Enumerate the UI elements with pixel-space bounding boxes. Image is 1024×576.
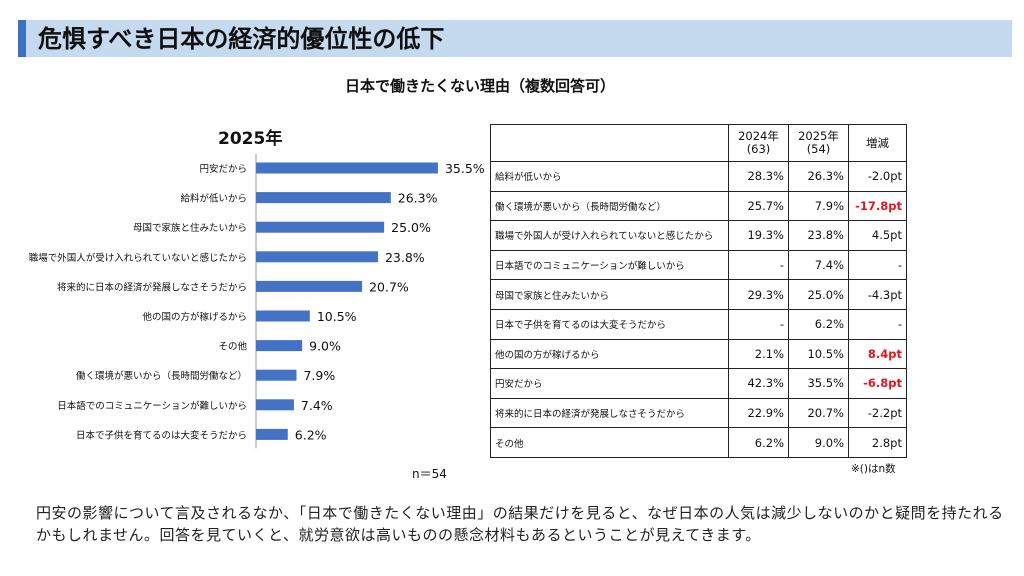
cell-diff: - bbox=[848, 249, 907, 281]
data-label: 35.5% bbox=[445, 161, 485, 176]
cell-diff: 8.4pt bbox=[848, 338, 907, 370]
cell-reason: 日本で子供を育てるのは大変そうだから bbox=[490, 308, 729, 340]
cell-reason: 給料が低いから bbox=[490, 161, 729, 192]
header-2025-label: 2025年 (54) bbox=[798, 129, 839, 156]
cell-diff: 2.8pt bbox=[848, 427, 907, 458]
data-label: 6.2% bbox=[295, 427, 327, 442]
table-header-row: 2024年 (63) 2025年 (54) 増減 bbox=[490, 124, 907, 162]
cell-reason: 母国で家族と住みたいから bbox=[490, 279, 729, 310]
table-row: 母国で家族と住みたいから 29.3% 25.0% -4.3pt bbox=[490, 279, 907, 310]
bar bbox=[256, 192, 391, 204]
cell-reason: 将来的に日本の経済が発展しなさそうだから bbox=[490, 397, 729, 429]
cell-2025: 26.3% bbox=[788, 161, 849, 192]
cell-2025: 20.7% bbox=[788, 397, 849, 429]
header-2024: 2024年 (63) bbox=[728, 124, 789, 162]
category-label: 働く環境が悪いから（長時間労働など） bbox=[76, 370, 247, 382]
bar-chart: 円安だから 35.5% 給料が低いから 26.3% 母国で家族と住みたいから 25.0% 職… bbox=[29, 154, 485, 449]
table-note: ※()はn数 bbox=[851, 463, 896, 475]
cell-2025: 6.2% bbox=[788, 308, 849, 340]
header-accent-bar bbox=[18, 20, 26, 57]
data-label: 7.4% bbox=[301, 398, 333, 413]
category-label: その他 bbox=[218, 341, 247, 353]
cell-diff: 4.5pt bbox=[848, 220, 907, 251]
category-label: 円安だから bbox=[199, 163, 247, 175]
bar bbox=[256, 399, 294, 411]
table-row: 将来的に日本の経済が発展しなさそうだから 22.9% 20.7% -2.2pt bbox=[490, 397, 907, 429]
table-row: 他の国の方が稼げるから 2.1% 10.5% 8.4pt bbox=[490, 338, 907, 370]
category-label: 日本語でのコミュニケーションが難しいから bbox=[57, 400, 247, 412]
data-label: 20.7% bbox=[369, 279, 409, 294]
cell-2025: 9.0% bbox=[788, 427, 849, 458]
cell-2025: 7.4% bbox=[788, 249, 849, 281]
cell-diff: -17.8pt bbox=[848, 190, 907, 222]
cell-diff: -4.3pt bbox=[848, 279, 907, 310]
body-paragraph: 円安の影響について言及されるなか、「日本で働きたくない理由」の結果だけを見ると、… bbox=[36, 504, 1004, 544]
cell-reason: その他 bbox=[490, 427, 729, 458]
cell-diff: - bbox=[848, 308, 907, 340]
cell-2024: 42.3% bbox=[728, 368, 789, 399]
cell-2025: 35.5% bbox=[788, 368, 849, 399]
bar bbox=[256, 162, 438, 174]
table-row: その他 6.2% 9.0% 2.8pt bbox=[490, 427, 907, 458]
bar bbox=[256, 221, 385, 233]
header-2025: 2025年 (54) bbox=[788, 124, 849, 162]
cell-reason: 職場で外国人が受け入れられていないと感じたから bbox=[490, 220, 729, 251]
cell-2024: 22.9% bbox=[728, 397, 789, 429]
cell-reason: 他の国の方が稼げるから bbox=[490, 338, 729, 370]
cell-2025: 7.9% bbox=[788, 190, 849, 222]
table-row: 職場で外国人が受け入れられていないと感じたから 19.3% 23.8% 4.5pt bbox=[490, 220, 907, 251]
cell-2025: 10.5% bbox=[788, 338, 849, 370]
table-row: 働く環境が悪いから（長時間労働など） 25.7% 7.9% -17.8pt bbox=[490, 190, 907, 222]
cell-diff: -6.8pt bbox=[848, 368, 907, 399]
data-label: 23.8% bbox=[385, 250, 425, 265]
cell-diff: -2.2pt bbox=[848, 397, 907, 429]
cell-2024: 19.3% bbox=[728, 220, 789, 251]
category-label: 母国で家族と住みたいから bbox=[133, 222, 247, 234]
data-label: 25.0% bbox=[391, 220, 431, 235]
table-row: 円安だから 42.3% 35.5% -6.8pt bbox=[490, 368, 907, 399]
category-label: 将来的に日本の経済が発展しなさそうだから bbox=[57, 281, 247, 293]
cell-2024: 2.1% bbox=[728, 338, 789, 370]
comparison-table: 2024年 (63) 2025年 (54) 増減 給料が低いから 28.3% 26.… bbox=[490, 124, 907, 458]
cell-reason: 日本語でのコミュニケーションが難しいから bbox=[490, 249, 729, 281]
bar bbox=[256, 340, 303, 352]
bar bbox=[256, 251, 378, 263]
header-reason bbox=[490, 124, 729, 162]
cell-reason: 円安だから bbox=[490, 368, 729, 399]
table-row: 日本語でのコミュニケーションが難しいから -7.4% - bbox=[490, 249, 907, 281]
cell-2024: - bbox=[728, 308, 789, 340]
header-band bbox=[18, 20, 1012, 57]
bar bbox=[256, 428, 288, 440]
cell-reason: 働く環境が悪いから（長時間労働など） bbox=[490, 190, 729, 222]
chart-title: 2025年 bbox=[218, 129, 283, 149]
table-row: 給料が低いから 28.3% 26.3% -2.0pt bbox=[490, 161, 907, 192]
category-label: 職場で外国人が受け入れられていないと感じたから bbox=[29, 252, 247, 264]
cell-2025: 23.8% bbox=[788, 220, 849, 251]
bar bbox=[256, 369, 297, 381]
category-label: 日本で子供を育てるのは大変そうだから bbox=[76, 429, 247, 441]
chart-subtitle: 日本で働きたくない理由（複数回答可） bbox=[344, 77, 615, 95]
bar bbox=[256, 310, 310, 322]
data-label: 9.0% bbox=[309, 339, 341, 354]
data-label: 10.5% bbox=[317, 309, 357, 324]
cell-diff: -2.0pt bbox=[848, 161, 907, 192]
cell-2024: 6.2% bbox=[728, 427, 789, 458]
category-label: 給料が低いから bbox=[180, 193, 247, 205]
page-title: 危惧すべき日本の経済的優位性の低下 bbox=[38, 25, 445, 53]
cell-2024: 25.7% bbox=[728, 190, 789, 222]
bar bbox=[256, 280, 363, 292]
data-label: 7.9% bbox=[303, 368, 335, 383]
sample-size-note: n＝54 bbox=[412, 467, 447, 481]
header-diff: 増減 bbox=[848, 124, 907, 162]
cell-2025: 25.0% bbox=[788, 279, 849, 310]
cell-2024: - bbox=[728, 249, 789, 281]
header-2024-label: 2024年 (63) bbox=[738, 129, 779, 156]
table-row: 日本で子供を育てるのは大変そうだから -6.2% - bbox=[490, 308, 907, 340]
cell-2024: 29.3% bbox=[728, 279, 789, 310]
data-label: 26.3% bbox=[398, 191, 438, 206]
category-label: 他の国の方が稼げるから bbox=[142, 311, 247, 323]
cell-2024: 28.3% bbox=[728, 161, 789, 192]
